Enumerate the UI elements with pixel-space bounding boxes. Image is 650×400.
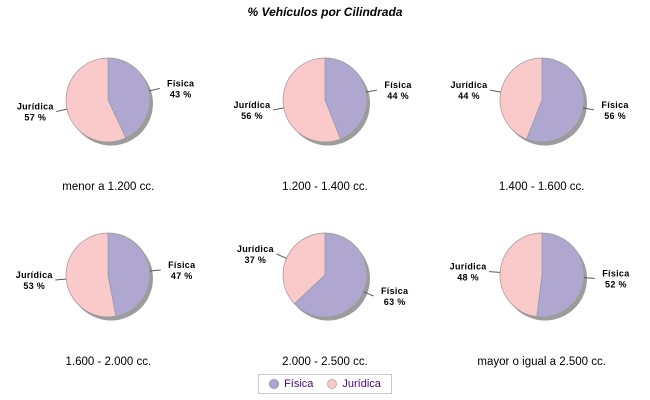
pie-chart: Física 63 % Jurídica 37 % [237,232,409,321]
callout-line [366,89,378,93]
callout-label: Física 56 % [601,100,629,121]
pie-chart: Física 47 % Jurídica 53 % [16,232,196,321]
pie-grid: Física 43 % Jurídica 57 % menor a 1.200 cc.… [0,40,650,371]
callout-label: Jurídica 48 % [449,262,487,283]
callout-label: Jurídica 56 % [233,100,271,121]
callout-label: Jurídica 57 % [17,102,55,123]
legend-item-juridica: Jurídica [327,378,381,390]
callout-label: Jurídica 53 % [16,270,54,291]
pie-chart-cell: Física 44 % Jurídica 56 % 1.200 - 1.400 cc. [217,40,434,196]
pie-chart: Física 56 % Jurídica 44 % [450,57,629,146]
pie-category-label: 1.400 - 1.600 cc. [498,181,585,193]
pie-chart-cell: Física 63 % Jurídica 37 % 2.000 - 2.500 cc. [217,215,434,371]
callout-line [363,291,374,297]
legend-label: Física [284,378,314,390]
callout-label: Física 43 % [167,78,195,99]
callout-line [55,278,67,281]
callout-line [582,107,594,111]
pie-category-label: menor a 1.200 cc. [62,181,155,193]
legend-item-fisica: Física [269,378,313,390]
pie-slice-física [107,232,151,317]
pie-slice-física [293,232,368,318]
callout-line [56,108,68,113]
pie-slice-jurídica [66,57,127,143]
callout-label: Física 52 % [602,268,630,289]
pie-category-label: 1.200 - 1.400 cc. [282,181,368,193]
pie-chart-cell: Física 47 % Jurídica 53 % 1.600 - 2.000 cc. [0,215,217,371]
pie-category-label: 1.600 - 2.000 cc. [65,356,152,368]
pie-slice-jurídica [499,232,543,318]
legend: Física Jurídica [0,374,650,394]
callout-line [276,253,287,259]
juridica-swatch-icon [327,379,338,389]
pie-chart-cell: Física 56 % Jurídica 44 % 1.400 - 1.600 cc. [433,40,650,196]
legend-label: Jurídica [342,378,381,390]
pie-category-label: 2.000 - 2.500 cc. [282,356,368,368]
pie-chart-cell: Física 43 % Jurídica 57 % menor a 1.200 cc. [0,40,217,196]
callout-line [149,87,161,92]
pie-slice-física [536,232,584,318]
pie-chart-cell: Física 52 % Jurídica 48 % mayor o igual a 2… [433,215,650,371]
pie-category-label: mayor o igual a 2.500 cc. [477,356,606,368]
callout-line [583,277,595,279]
fisica-swatch-icon [269,379,280,389]
pie-chart: Física 43 % Jurídica 57 % [17,57,195,146]
pie-slice-jurídica [282,232,326,305]
callout-line [150,269,162,272]
legend-box: Física Jurídica [258,374,392,394]
callout-line [488,271,500,273]
pie-chart: Física 52 % Jurídica 48 % [449,232,630,321]
callout-line [272,107,284,111]
pie-slice-jurídica [499,57,543,140]
callout-label: Física 47 % [168,260,196,281]
callout-label: Física 63 % [381,286,409,307]
callout-line [489,89,501,93]
page-title: % Vehículos por Cilindrada [247,5,403,19]
pie-chart: Física 44 % Jurídica 56 % [233,57,412,146]
callout-label: Física 44 % [384,80,412,101]
callout-label: Jurídica 37 % [237,244,275,265]
pie-slice-física [324,57,368,140]
callout-label: Jurídica 44 % [450,80,488,101]
